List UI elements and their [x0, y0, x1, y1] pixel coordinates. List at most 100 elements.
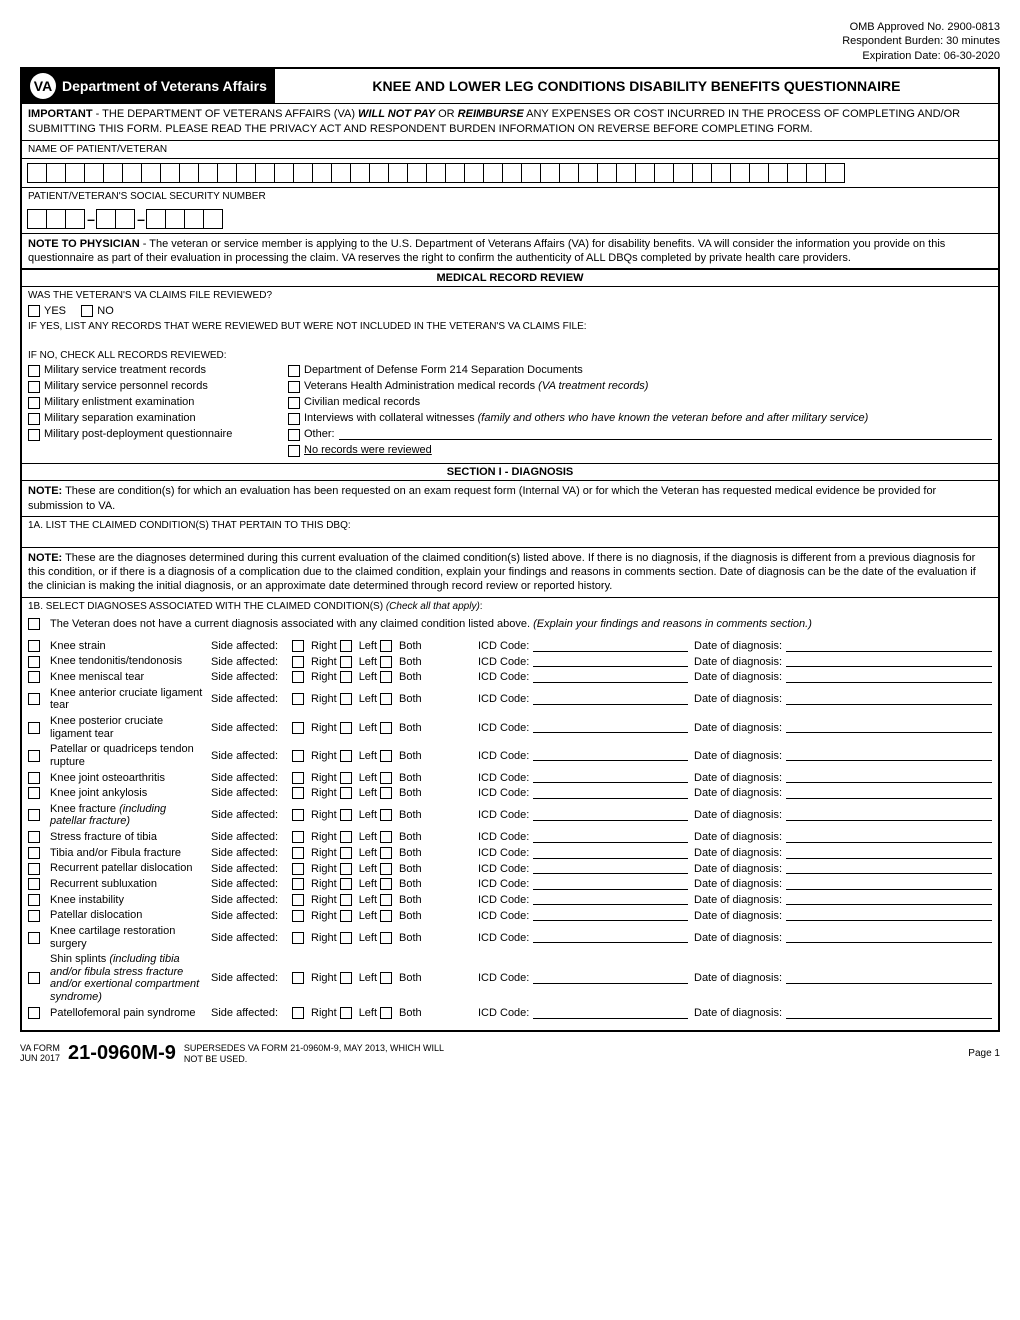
- date-input[interactable]: [786, 879, 992, 890]
- both-checkbox[interactable]: [380, 693, 392, 705]
- record-checkbox[interactable]: [28, 413, 40, 425]
- date-input[interactable]: [786, 788, 992, 799]
- diagnosis-checkbox[interactable]: [28, 972, 40, 984]
- icd-input[interactable]: [533, 894, 688, 905]
- right-checkbox[interactable]: [292, 750, 304, 762]
- diagnosis-checkbox[interactable]: [28, 932, 40, 944]
- right-checkbox[interactable]: [292, 894, 304, 906]
- left-checkbox[interactable]: [340, 1007, 352, 1019]
- date-input[interactable]: [786, 810, 992, 821]
- date-input[interactable]: [786, 832, 992, 843]
- icd-input[interactable]: [533, 722, 688, 733]
- date-input[interactable]: [786, 973, 992, 984]
- right-checkbox[interactable]: [292, 847, 304, 859]
- both-checkbox[interactable]: [380, 932, 392, 944]
- icd-input[interactable]: [533, 788, 688, 799]
- both-checkbox[interactable]: [380, 750, 392, 762]
- record-checkbox[interactable]: [288, 445, 300, 457]
- icd-input[interactable]: [533, 973, 688, 984]
- both-checkbox[interactable]: [380, 847, 392, 859]
- both-checkbox[interactable]: [380, 671, 392, 683]
- left-checkbox[interactable]: [340, 671, 352, 683]
- date-input[interactable]: [786, 772, 992, 783]
- diagnosis-checkbox[interactable]: [28, 910, 40, 922]
- icd-input[interactable]: [533, 750, 688, 761]
- diagnosis-checkbox[interactable]: [28, 894, 40, 906]
- left-checkbox[interactable]: [340, 831, 352, 843]
- icd-input[interactable]: [533, 932, 688, 943]
- both-checkbox[interactable]: [380, 722, 392, 734]
- diagnosis-checkbox[interactable]: [28, 878, 40, 890]
- diagnosis-checkbox[interactable]: [28, 722, 40, 734]
- date-input[interactable]: [786, 910, 992, 921]
- icd-input[interactable]: [533, 694, 688, 705]
- record-checkbox[interactable]: [288, 397, 300, 409]
- diagnosis-checkbox[interactable]: [28, 847, 40, 859]
- no-current-checkbox[interactable]: [28, 618, 40, 630]
- date-input[interactable]: [786, 894, 992, 905]
- diagnosis-checkbox[interactable]: [28, 863, 40, 875]
- both-checkbox[interactable]: [380, 809, 392, 821]
- date-input[interactable]: [786, 932, 992, 943]
- icd-input[interactable]: [533, 832, 688, 843]
- left-checkbox[interactable]: [340, 894, 352, 906]
- ssn-boxes[interactable]: – –: [28, 209, 992, 229]
- both-checkbox[interactable]: [380, 1007, 392, 1019]
- left-checkbox[interactable]: [340, 863, 352, 875]
- left-checkbox[interactable]: [340, 809, 352, 821]
- left-checkbox[interactable]: [340, 847, 352, 859]
- left-checkbox[interactable]: [340, 787, 352, 799]
- diagnosis-checkbox[interactable]: [28, 656, 40, 668]
- right-checkbox[interactable]: [292, 910, 304, 922]
- left-checkbox[interactable]: [340, 910, 352, 922]
- icd-input[interactable]: [533, 863, 688, 874]
- yes-checkbox[interactable]: [28, 305, 40, 317]
- icd-input[interactable]: [533, 848, 688, 859]
- left-checkbox[interactable]: [340, 722, 352, 734]
- date-input[interactable]: [786, 1008, 992, 1019]
- left-checkbox[interactable]: [340, 656, 352, 668]
- other-line[interactable]: [339, 428, 992, 440]
- record-checkbox[interactable]: [28, 429, 40, 441]
- record-checkbox[interactable]: [288, 381, 300, 393]
- icd-input[interactable]: [533, 641, 688, 652]
- date-input[interactable]: [786, 722, 992, 733]
- no-checkbox[interactable]: [81, 305, 93, 317]
- date-input[interactable]: [786, 672, 992, 683]
- both-checkbox[interactable]: [380, 640, 392, 652]
- both-checkbox[interactable]: [380, 878, 392, 890]
- right-checkbox[interactable]: [292, 1007, 304, 1019]
- left-checkbox[interactable]: [340, 693, 352, 705]
- diagnosis-checkbox[interactable]: [28, 1007, 40, 1019]
- left-checkbox[interactable]: [340, 640, 352, 652]
- diagnosis-checkbox[interactable]: [28, 750, 40, 762]
- icd-input[interactable]: [533, 1008, 688, 1019]
- record-checkbox[interactable]: [28, 365, 40, 377]
- right-checkbox[interactable]: [292, 722, 304, 734]
- left-checkbox[interactable]: [340, 932, 352, 944]
- both-checkbox[interactable]: [380, 910, 392, 922]
- right-checkbox[interactable]: [292, 787, 304, 799]
- icd-input[interactable]: [533, 656, 688, 667]
- both-checkbox[interactable]: [380, 894, 392, 906]
- left-checkbox[interactable]: [340, 878, 352, 890]
- record-checkbox[interactable]: [288, 413, 300, 425]
- right-checkbox[interactable]: [292, 972, 304, 984]
- right-checkbox[interactable]: [292, 932, 304, 944]
- right-checkbox[interactable]: [292, 656, 304, 668]
- right-checkbox[interactable]: [292, 671, 304, 683]
- right-checkbox[interactable]: [292, 878, 304, 890]
- diagnosis-checkbox[interactable]: [28, 831, 40, 843]
- right-checkbox[interactable]: [292, 640, 304, 652]
- record-checkbox[interactable]: [288, 365, 300, 377]
- both-checkbox[interactable]: [380, 656, 392, 668]
- icd-input[interactable]: [533, 772, 688, 783]
- date-input[interactable]: [786, 656, 992, 667]
- patient-name-boxes[interactable]: [28, 163, 992, 183]
- record-checkbox[interactable]: [28, 381, 40, 393]
- diagnosis-checkbox[interactable]: [28, 693, 40, 705]
- left-checkbox[interactable]: [340, 750, 352, 762]
- diagnosis-checkbox[interactable]: [28, 809, 40, 821]
- both-checkbox[interactable]: [380, 972, 392, 984]
- date-input[interactable]: [786, 863, 992, 874]
